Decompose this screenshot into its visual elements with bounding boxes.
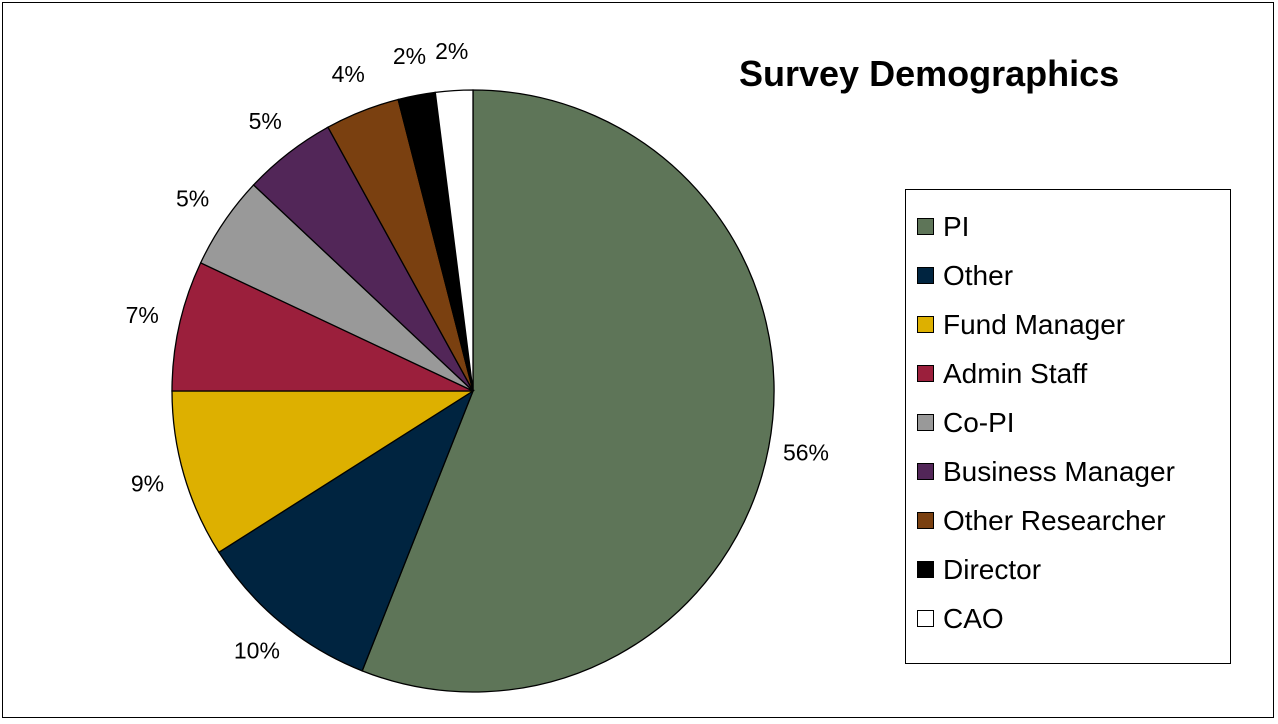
pie-slice-pi bbox=[361, 89, 775, 693]
data-label-co-pi: 5% bbox=[176, 186, 209, 212]
legend-label: Co-PI bbox=[943, 406, 1015, 438]
legend-label: PI bbox=[943, 210, 970, 242]
legend-item-other-researcher: Other Researcher bbox=[906, 496, 1230, 545]
pie-slice-fund-manager bbox=[171, 390, 476, 554]
pie-chart: 56% 10% 9% 7% 5% 5% 4% 2% 2% bbox=[126, 38, 829, 693]
pie-slice-admin-staff bbox=[171, 261, 474, 392]
legend-label: CAO bbox=[943, 602, 1004, 634]
legend-label: Business Manager bbox=[943, 455, 1175, 487]
pie-slice-cao bbox=[434, 89, 474, 392]
legend-label: Other Researcher bbox=[943, 504, 1166, 536]
legend-swatch bbox=[917, 610, 934, 627]
data-label-business-manager: 5% bbox=[249, 108, 282, 134]
legend-swatch bbox=[917, 316, 934, 333]
data-label-other: 10% bbox=[234, 637, 280, 663]
legend-label: Director bbox=[943, 553, 1042, 585]
data-label-cao: 2% bbox=[435, 38, 468, 64]
pie-slice-other bbox=[217, 389, 475, 672]
legend-swatch bbox=[917, 463, 934, 480]
legend-label: Other bbox=[943, 259, 1014, 291]
legend-item-pi: PI bbox=[906, 202, 1230, 251]
legend-label: Admin Staff bbox=[943, 357, 1088, 389]
legend-swatch bbox=[917, 414, 934, 431]
legend-swatch bbox=[917, 561, 934, 578]
data-label-admin-staff: 7% bbox=[126, 302, 159, 328]
legend-swatch bbox=[917, 218, 934, 235]
legend-item-cao: CAO bbox=[906, 594, 1230, 643]
data-label-fund-manager: 9% bbox=[131, 471, 164, 497]
legend-item-business-manager: Business Manager bbox=[906, 447, 1230, 496]
legend-item-director: Director bbox=[906, 545, 1230, 594]
legend-swatch bbox=[917, 512, 934, 529]
legend-item-admin-staff: Admin Staff bbox=[906, 349, 1230, 398]
data-label-director: 2% bbox=[393, 43, 426, 69]
legend-label: Fund Manager bbox=[943, 308, 1126, 340]
legend-swatch bbox=[917, 267, 934, 284]
legend-item-co-pi: Co-PI bbox=[906, 398, 1230, 447]
chart-title: Survey Demographics bbox=[739, 53, 1120, 94]
data-label-pi: 56% bbox=[783, 440, 829, 466]
legend-item-fund-manager: Fund Manager bbox=[906, 300, 1230, 349]
data-label-other-researcher: 4% bbox=[332, 61, 365, 87]
legend-swatch bbox=[917, 365, 934, 382]
legend: PI Other Fund Manager Admin Staff Co-PI Busin… bbox=[905, 189, 1231, 664]
legend-item-other: Other bbox=[906, 251, 1230, 300]
